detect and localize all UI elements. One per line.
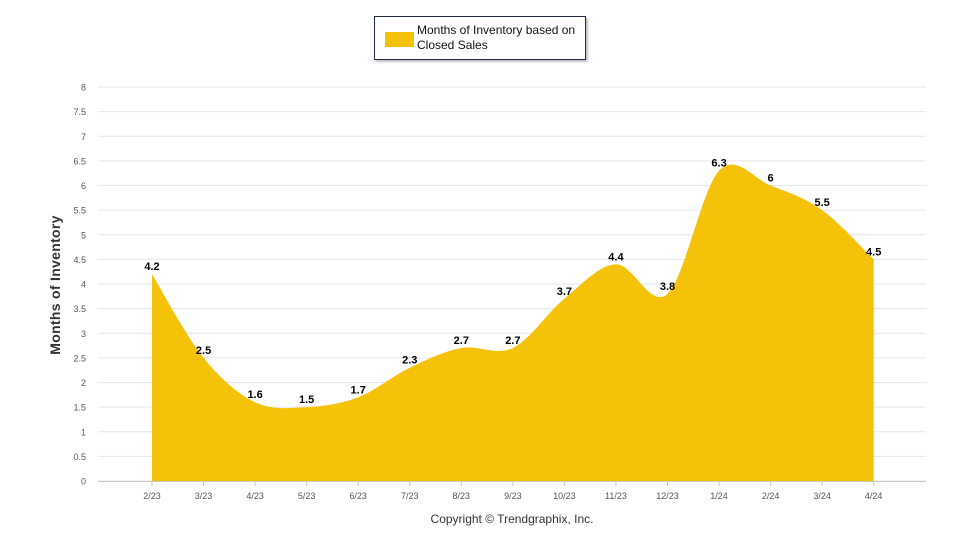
data-label: 4.5 [866, 246, 881, 258]
y-tick-label: 3.5 [73, 304, 86, 314]
data-label: 6.3 [711, 158, 726, 170]
data-labels: 4.2 2.5 1.6 1.5 1.7 2.3 2.7 2.7 3.7 4.4 3.8 6.3 6 5.5… [144, 158, 881, 406]
y-tick-label: 7.5 [73, 107, 86, 117]
y-tick-label: 6.5 [73, 156, 86, 166]
data-label: 1.6 [247, 389, 262, 401]
x-tick-label: 3/23 [195, 491, 213, 501]
y-axis-ticks: 0 0.5 1 1.5 2 2.5 3 3.5 4 4.5 5 5.5 6 6.5 7 7.5 8 [73, 83, 86, 487]
x-tick-label: 2/24 [762, 491, 780, 501]
y-tick-label: 4 [81, 280, 86, 290]
data-label: 1.5 [299, 394, 314, 406]
x-tick-label: 3/24 [813, 491, 831, 501]
x-tick-label: 6/23 [349, 491, 367, 501]
data-label: 3.8 [660, 281, 675, 293]
copyright-text: Copyright © Trendgraphix, Inc. [430, 512, 594, 526]
x-tick-label: 4/24 [865, 491, 883, 501]
x-tick-label: 5/23 [298, 491, 316, 501]
y-tick-label: 0 [81, 477, 86, 487]
y-axis-title: Months of Inventory [47, 215, 63, 355]
x-tick-label: 2/23 [143, 491, 161, 501]
y-tick-label: 0.5 [73, 452, 86, 462]
y-tick-label: 1 [81, 427, 86, 437]
y-tick-label: 5.5 [73, 206, 86, 216]
y-tick-label: 4.5 [73, 255, 86, 265]
data-label: 2.7 [454, 335, 469, 347]
x-tick-label: 7/23 [401, 491, 419, 501]
x-tick-label: 1/24 [710, 491, 728, 501]
data-label: 5.5 [815, 197, 830, 209]
x-tick-label: 4/23 [246, 491, 264, 501]
y-tick-label: 1.5 [73, 403, 86, 413]
data-label: 4.2 [144, 261, 159, 273]
data-label: 2.3 [402, 355, 417, 367]
area-series [152, 164, 874, 481]
y-tick-label: 2.5 [73, 353, 86, 363]
y-tick-label: 6 [81, 181, 86, 191]
data-label: 4.4 [608, 251, 624, 263]
y-tick-label: 2 [81, 378, 86, 388]
x-tick-label: 9/23 [504, 491, 522, 501]
y-tick-label: 3 [81, 329, 86, 339]
data-label: 2.7 [505, 335, 520, 347]
data-label: 3.7 [557, 286, 572, 298]
y-tick-label: 8 [81, 83, 86, 93]
legend-label: Months of Inventory based on Closed Sale… [417, 23, 576, 52]
data-label: 6 [768, 173, 774, 185]
data-label: 1.7 [351, 384, 366, 396]
legend-swatch [385, 32, 414, 47]
y-tick-label: 7 [81, 132, 86, 142]
y-tick-label: 5 [81, 230, 86, 240]
x-tick-label: 11/23 [605, 491, 627, 501]
x-tick-label: 10/23 [553, 491, 576, 501]
x-tick-label: 8/23 [453, 491, 471, 501]
x-axis: 2/23 3/23 4/23 5/23 6/23 7/23 8/23 9/23 10/23 11/… [98, 481, 926, 501]
data-label: 2.5 [196, 345, 211, 357]
legend: Months of Inventory based on Closed Sale… [374, 16, 586, 60]
x-tick-label: 12/23 [656, 491, 679, 501]
